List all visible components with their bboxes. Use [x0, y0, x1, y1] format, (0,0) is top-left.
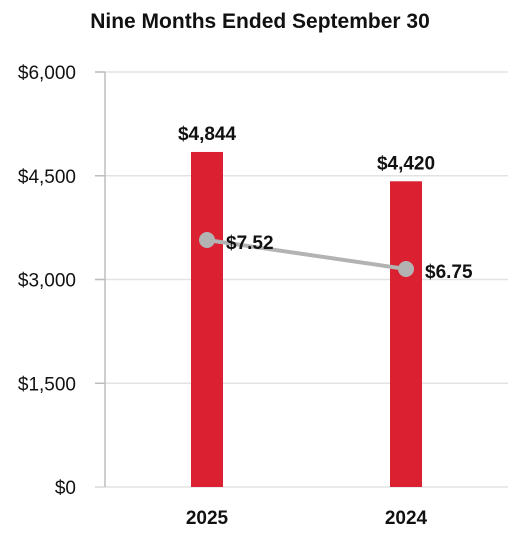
bar-2025: [191, 151, 223, 487]
x-category-label: 2025: [186, 508, 229, 529]
y-axis: [95, 71, 508, 488]
bar-value-label: $4,420: [377, 153, 435, 174]
eps-value-label: $7.52: [226, 233, 274, 254]
y-tick-label: $4,500: [18, 167, 76, 188]
bar-data-labels: $4,844 $4,420: [178, 124, 435, 174]
gridlines: [95, 71, 508, 384]
eps-value-label: $6.75: [425, 262, 473, 283]
eps-point-2025: [199, 232, 215, 248]
chart-title: Nine Months Ended September 30: [90, 10, 430, 33]
bars: [191, 151, 422, 488]
bar-2024: [390, 181, 422, 488]
x-category-label: 2024: [385, 508, 428, 529]
eps-point-2024: [398, 261, 414, 277]
line-data-labels: $7.52 $6.75: [226, 233, 473, 283]
y-tick-label: $0: [55, 478, 76, 499]
y-tick-label: $3,000: [18, 271, 76, 292]
eps-line: [206, 238, 407, 271]
x-category-labels: 2025 2024: [186, 508, 428, 529]
y-tick-label: $6,000: [18, 63, 76, 84]
bar-value-label: $4,844: [178, 124, 237, 145]
y-tick-labels: $0 $1,500 $3,000 $4,500 $6,000: [18, 63, 76, 499]
eps-line-series: [199, 232, 414, 277]
y-tick-label: $1,500: [18, 374, 76, 395]
